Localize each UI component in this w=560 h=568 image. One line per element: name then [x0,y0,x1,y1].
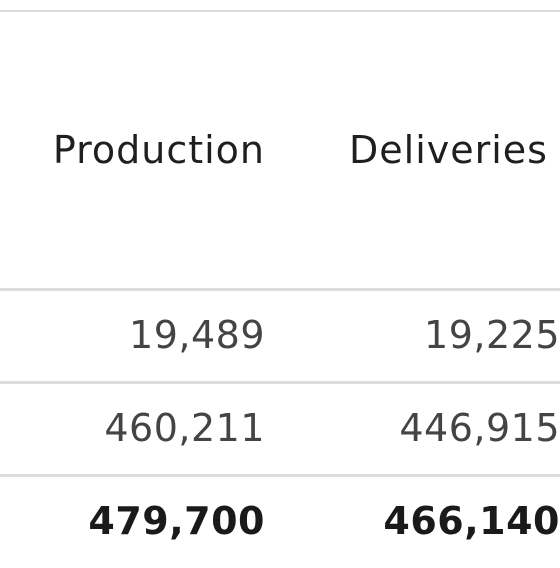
row-1-deliveries-cell: 19,225 [424,313,560,357]
deliveries-column-header: Deliveries [349,128,548,172]
total-divider [0,474,560,477]
row-2-deliveries-cell: 446,915 [399,406,560,450]
row-2-production-cell: 460,211 [104,406,265,450]
total-deliveries-cell: 466,140 [383,499,560,543]
table-top-divider [0,10,560,12]
row-divider [0,381,560,384]
header-divider [0,288,560,291]
production-column-header: Production [52,128,265,172]
row-1-production-cell: 19,489 [129,313,265,357]
total-production-cell: 479,700 [88,499,265,543]
